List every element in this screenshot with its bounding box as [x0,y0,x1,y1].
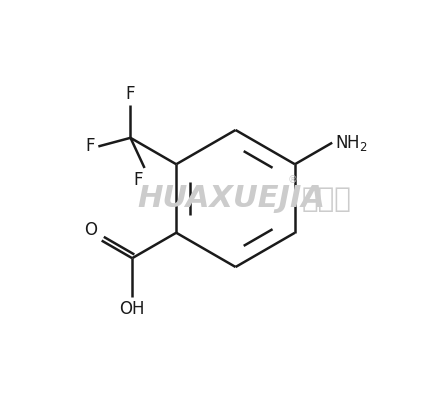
Text: ®: ® [287,175,297,185]
Text: F: F [133,171,143,189]
Text: F: F [86,137,95,156]
Text: 化学加: 化学加 [302,185,352,212]
Text: HUAXUEJIA: HUAXUEJIA [138,184,326,213]
Text: NH$_2$: NH$_2$ [335,133,368,153]
Text: O: O [84,221,97,239]
Text: F: F [126,85,135,102]
Text: OH: OH [119,301,145,318]
